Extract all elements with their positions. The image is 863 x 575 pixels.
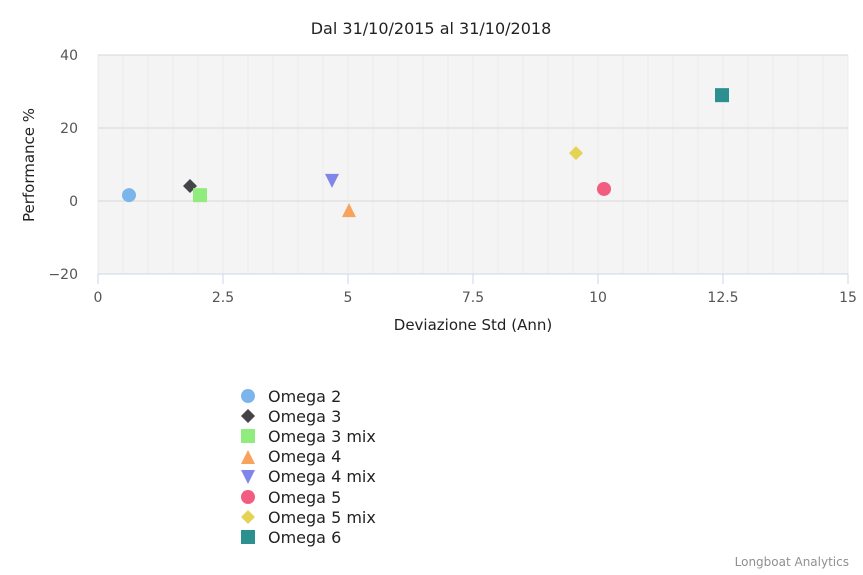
credits-label[interactable]: Longboat Analytics [734, 555, 849, 569]
y-tick-label: 40 [60, 48, 78, 64]
data-point-omega-5[interactable] [597, 181, 611, 196]
x-minor-grid [97, 55, 849, 274]
legend: Omega 2 Omega 3 Omega 3 mix Omega 4 Omega 4 … [240, 386, 376, 548]
y-grid [98, 54, 848, 202]
square-marker-icon [241, 530, 255, 545]
legend-item-omega-4-mix[interactable]: Omega 4 mix [240, 467, 376, 487]
legend-item-omega-5[interactable]: Omega 5 [240, 487, 376, 507]
legend-label: Omega 5 mix [268, 507, 376, 527]
x-axis-ticks: 0 2.5 5 7.5 10 12.5 15 [94, 274, 857, 306]
legend-item-omega-3-mix[interactable]: Omega 3 mix [240, 426, 376, 446]
diamond-marker-icon [241, 510, 255, 525]
legend-label: Omega 4 [268, 447, 342, 467]
x-tick-label: 5 [344, 290, 353, 306]
y-tick-label: −20 [48, 267, 78, 283]
x-tick-label: 10 [589, 290, 607, 306]
legend-item-omega-3[interactable]: Omega 3 [240, 406, 376, 426]
legend-label: Omega 6 [268, 527, 342, 547]
x-tick-label: 7.5 [462, 290, 484, 306]
data-points [122, 88, 729, 218]
y-tick-label: 20 [60, 121, 78, 137]
legend-item-omega-6[interactable]: Omega 6 [240, 527, 376, 547]
legend-item-omega-5-mix[interactable]: Omega 5 mix [240, 507, 376, 527]
legend-label: Omega 3 [268, 406, 342, 426]
data-point-omega-4[interactable] [342, 203, 356, 218]
legend-label: Omega 2 [268, 386, 342, 406]
x-tick-label: 2.5 [212, 290, 234, 306]
legend-label: Omega 5 [268, 487, 342, 507]
x-tick-label: 12.5 [707, 290, 738, 306]
legend-item-omega-4[interactable]: Omega 4 [240, 447, 376, 467]
x-tick-label: 15 [839, 290, 857, 306]
data-point-omega-4-mix[interactable] [325, 173, 339, 188]
triangle-marker-icon [241, 449, 255, 464]
y-axis-ticks: 40 20 0 −20 [48, 48, 78, 283]
data-point-omega-3-mix[interactable] [193, 188, 207, 203]
x-tick-label: 0 [94, 290, 103, 306]
diamond-marker-icon [241, 409, 255, 424]
chart-title: Dal 31/10/2015 al 31/10/2018 [311, 19, 552, 38]
legend-label: Omega 4 mix [268, 467, 376, 487]
circle-marker-icon [241, 490, 255, 505]
legend-item-omega-2[interactable]: Omega 2 [240, 386, 376, 406]
y-tick-label: 0 [69, 194, 78, 210]
data-point-omega-5-mix[interactable] [569, 146, 583, 161]
x-axis-title: Deviazione Std (Ann) [394, 316, 552, 334]
circle-marker-icon [241, 389, 255, 404]
square-marker-icon [241, 429, 255, 444]
y-axis-title: Performance % [20, 108, 38, 222]
data-point-omega-6[interactable] [715, 88, 729, 103]
legend-label: Omega 3 mix [268, 426, 376, 446]
triangle-down-marker-icon [241, 469, 255, 484]
data-point-omega-2[interactable] [122, 188, 136, 203]
